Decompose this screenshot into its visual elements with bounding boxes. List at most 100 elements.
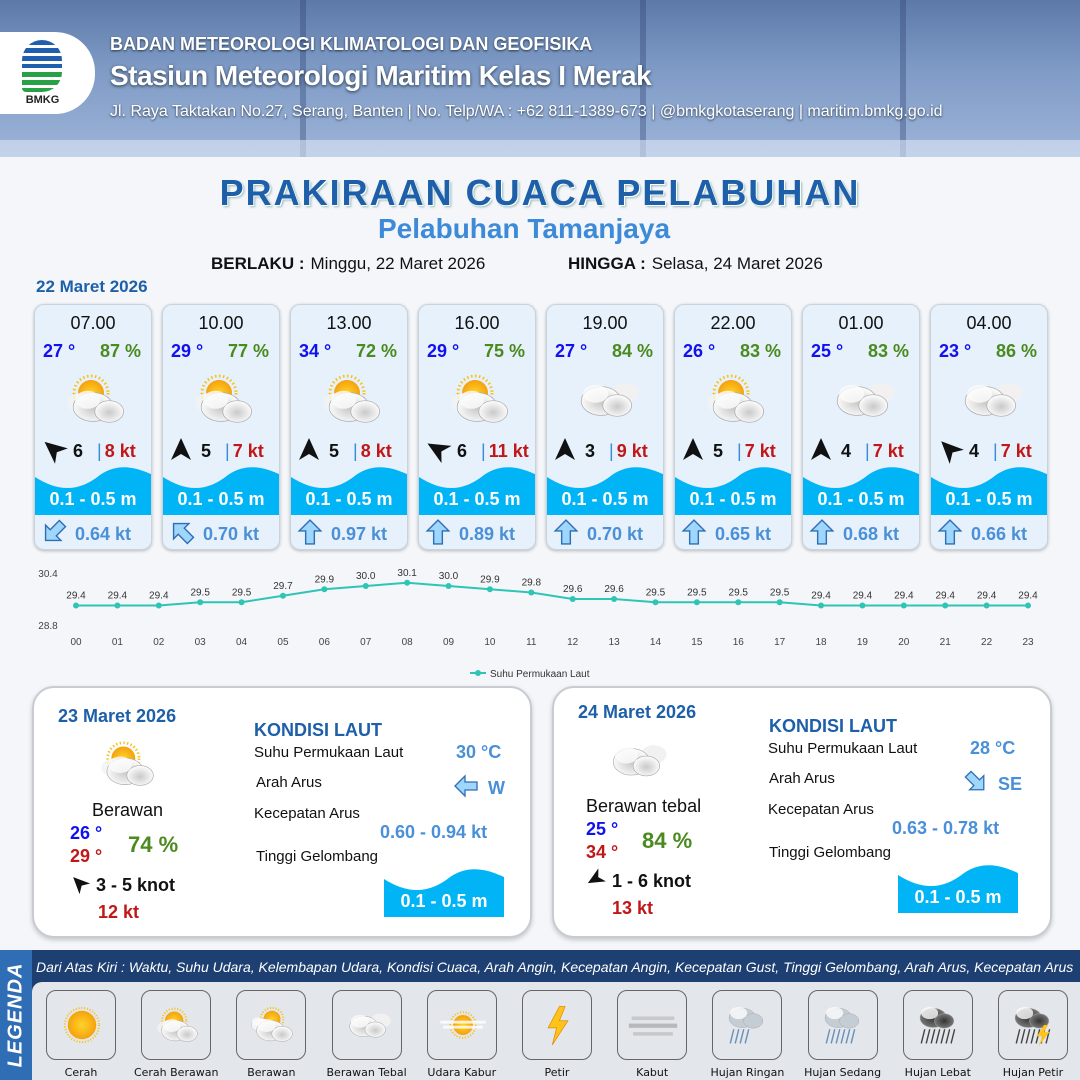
legend-item: Hujan Petir	[988, 990, 1078, 1079]
wave-icon	[163, 465, 279, 515]
forecast-time: 10.00	[198, 313, 244, 333]
cerah-icon	[55, 1001, 109, 1049]
legend-icon-frame	[617, 990, 688, 1060]
berawan-tebal-weather-icon	[953, 369, 1029, 429]
cerah-berawan-weather-icon	[313, 369, 389, 429]
current-direction-icon	[553, 519, 579, 549]
legend-icons: Cerah Cerah Berawan Berawan Berawan Tebal Ud…	[32, 982, 1080, 1080]
current-direction-icon	[681, 519, 707, 549]
wave-height: 0.1 - 0.5 m	[305, 489, 393, 509]
data-label: 29.8	[522, 578, 542, 589]
x-tick-label: 20	[898, 637, 910, 648]
wave-icon	[803, 465, 919, 515]
legend-item: Berawan	[226, 990, 316, 1079]
current-speed: 0.65 kt	[715, 524, 772, 544]
current-direction-icon	[454, 774, 478, 803]
data-point	[818, 602, 825, 609]
wind-info: 1 - 6 knot	[586, 868, 691, 893]
divider: |	[737, 441, 742, 461]
legend-icon-frame	[712, 990, 783, 1060]
x-tick-label: 04	[236, 637, 248, 648]
x-tick-label: 07	[360, 637, 372, 648]
legend-item: Petir	[512, 990, 602, 1079]
legend-description: Dari Atas Kiri : Waktu, Suhu Udara, Kele…	[36, 959, 1074, 975]
wave-icon	[898, 863, 1018, 913]
data-label: 29.5	[190, 587, 210, 598]
divider: |	[865, 441, 870, 461]
data-label: 30.1	[397, 568, 417, 579]
current-direction-value: W	[488, 778, 505, 798]
wind-speed: 4	[841, 441, 852, 461]
x-tick-label: 21	[940, 637, 952, 648]
current-info: 0.70 kt	[553, 519, 643, 549]
gust-speed: 7 kt	[872, 441, 904, 461]
data-label: 29.4	[1018, 591, 1038, 602]
wind-info: 6 | 11 kt	[425, 437, 531, 466]
humidity: 75 %	[483, 341, 525, 361]
sst-label: Suhu Permukaan Laut	[768, 740, 918, 757]
wind-speed: 5	[329, 441, 340, 461]
current-speed: 0.64 kt	[75, 524, 132, 544]
page-title: PRAKIRAAN CUACA PELABUHAN	[219, 172, 861, 213]
x-tick-label: 12	[567, 637, 579, 648]
x-tick-label: 11	[526, 637, 537, 648]
cerah-berawan-weather-icon	[57, 369, 133, 429]
x-tick-label: 08	[402, 637, 414, 648]
wind-direction-icon	[41, 437, 68, 466]
legend-label: Suhu Permukaan Laut	[490, 669, 590, 680]
cerah-berawan-weather-icon	[441, 369, 517, 429]
current-direction-icon	[425, 519, 451, 549]
legend-item: Hujan Sedang	[798, 990, 888, 1079]
gust-speed: 13 kt	[612, 898, 654, 918]
cerah-berawan-weather-icon	[185, 369, 261, 429]
x-tick-label: 03	[195, 637, 207, 648]
wind-direction-icon	[809, 437, 833, 466]
humidity: 86 %	[995, 341, 1037, 361]
berawan-tebal-weather-icon	[825, 369, 901, 429]
current-direction-value: SE	[998, 774, 1023, 794]
sst-chart: 30.4 28.8 29.4 00 29.4 01 29.4 02 29.5 03 29.5 04 29…	[38, 568, 1038, 680]
panel-date: 24 Maret 2026	[578, 702, 697, 722]
sst-label: Suhu Permukaan Laut	[254, 744, 404, 761]
current-speed: 0.66 kt	[971, 524, 1028, 544]
air-temperature: 23 °	[939, 341, 972, 361]
current-direction: W	[454, 774, 505, 803]
data-point	[569, 596, 576, 602]
current-speed: 0.89 kt	[459, 524, 516, 544]
x-tick-label: 01	[112, 637, 124, 648]
gust-speed: 9 kt	[616, 441, 648, 461]
legend-icon-frame	[426, 990, 497, 1060]
data-label: 29.5	[232, 587, 252, 598]
hujan-lebat-icon	[912, 1001, 966, 1049]
data-point	[528, 589, 535, 596]
divider: |	[97, 441, 102, 461]
current-info: 0.66 kt	[937, 519, 1028, 549]
wind-speed: 3 - 5 knot	[96, 875, 176, 895]
data-label: 29.7	[273, 581, 293, 592]
legend-item-label: Petir	[544, 1066, 570, 1079]
current-direction-icon	[809, 519, 835, 549]
x-tick-label: 17	[774, 637, 786, 648]
legend-icon-frame	[331, 990, 402, 1060]
forecast-time: 07.00	[70, 313, 116, 333]
data-label: 29.5	[646, 587, 666, 598]
humidity: 72 %	[355, 341, 397, 361]
wave-height-label: Tinggi Gelombang	[769, 844, 892, 861]
sst-value: 28 °C	[970, 738, 1016, 758]
legend-title: LEGENDA	[4, 962, 27, 1068]
current-direction-label: Arah Arus	[769, 770, 835, 787]
legend-item: Cerah Berawan	[131, 990, 221, 1079]
current-speed: 0.60 - 0.94 kt	[380, 822, 488, 842]
wave-icon	[419, 465, 535, 515]
wind-direction-icon	[586, 868, 606, 893]
hujan-ringan-icon	[721, 1001, 775, 1049]
wind-direction-icon	[70, 874, 91, 897]
cerah-berawan-icon	[150, 1001, 204, 1049]
current-info: 0.97 kt	[297, 519, 387, 549]
forecast-card: 07.00 27 ° 87 % 6 | 8 kt 0.1 - 0.5 m 0.64 …	[34, 304, 152, 550]
humidity: 84 %	[611, 341, 653, 361]
udara-kabur-icon	[436, 1001, 490, 1049]
forecast-card: 19.00 27 ° 84 % 3 | 9 kt 0.1 - 0.5 m 0.70 …	[546, 304, 664, 550]
station-address: Jl. Raya Taktakan No.27, Serang, Banten …	[110, 103, 943, 120]
legend-icon-frame	[807, 990, 878, 1060]
